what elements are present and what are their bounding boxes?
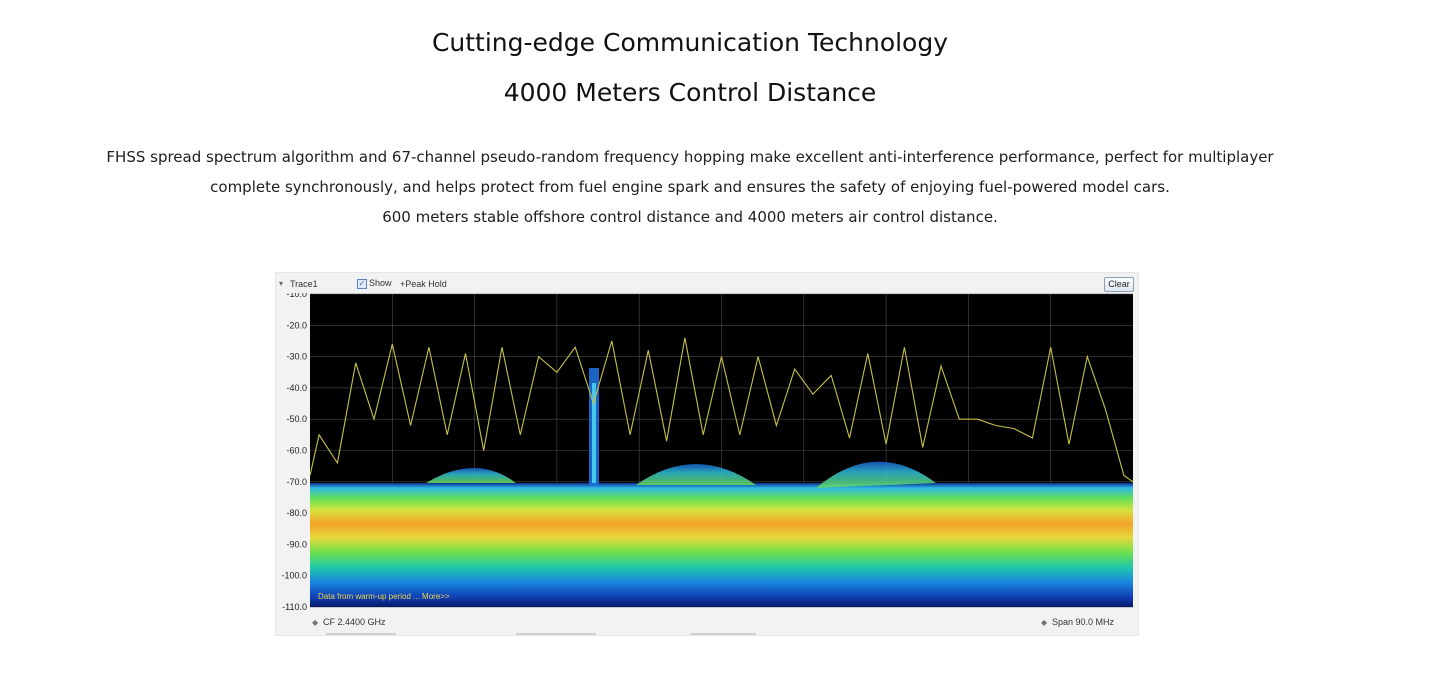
y-tick-label: -100.0 xyxy=(281,571,307,581)
collapse-caret-icon[interactable]: ▾ xyxy=(279,279,284,288)
y-tick-label: -110.0 xyxy=(282,602,307,612)
y-tick-label: -80.0 xyxy=(286,508,307,518)
scroll-handle[interactable] xyxy=(516,633,596,635)
y-tick-label: -90.0 xyxy=(286,539,307,549)
peak-hold-label[interactable]: +Peak Hold xyxy=(400,279,447,289)
y-tick-label: -30.0 xyxy=(286,352,307,362)
signal-bump-right xyxy=(816,461,936,488)
cf-marker-icon: ◆ xyxy=(312,618,319,627)
y-tick-label: -70.0 xyxy=(286,477,307,487)
waterfall-band xyxy=(310,483,1133,607)
scroll-handle[interactable] xyxy=(326,633,396,635)
signal-bump-left xyxy=(426,468,516,483)
description-line-1: FHSS spread spectrum algorithm and 67-ch… xyxy=(106,148,1274,166)
y-tick-label: -20.0 xyxy=(286,320,307,330)
description-line-3: 600 meters stable offshore control dista… xyxy=(382,208,998,226)
signal-spike-core xyxy=(592,383,596,483)
y-tick-label: -40.0 xyxy=(286,383,307,393)
description-line-2: complete synchronously, and helps protec… xyxy=(210,178,1170,196)
signal-bump-mid xyxy=(636,464,756,485)
spectrum-plot: -10.0 -20.0 -30.0 -40.0 -50.0 -60.0 -70.0 -80.0… xyxy=(281,293,1134,612)
y-tick-label: -50.0 xyxy=(286,414,307,424)
y-tick-label: -10.0 xyxy=(286,293,307,299)
span-label: Span 90.0 MHz xyxy=(1052,617,1115,627)
span-marker-icon: ◆ xyxy=(1041,618,1048,627)
show-checkbox[interactable]: ✓ xyxy=(357,279,367,289)
waterfall-density xyxy=(310,368,1133,607)
clear-button[interactable]: Clear xyxy=(1104,277,1134,292)
headline-title: Cutting-edge Communication Technology xyxy=(431,28,949,57)
spectrum-analyzer-screenshot: ▾ Trace1 ✓ Show +Peak Hold Clear xyxy=(275,272,1139,636)
center-frequency-label: CF 2.4400 GHz xyxy=(323,617,386,627)
scroll-handle[interactable] xyxy=(691,633,756,635)
warmup-notice[interactable]: Data from warm-up period ... More>> xyxy=(318,592,450,601)
y-tick-label: -60.0 xyxy=(286,446,307,456)
trace-label: Trace1 xyxy=(290,279,318,289)
peak-hold-trace xyxy=(309,337,1134,483)
show-label: Show xyxy=(369,278,392,288)
y-axis: -10.0 -20.0 -30.0 -40.0 -50.0 -60.0 -70.0 -80.0… xyxy=(281,293,307,612)
headline-subtitle: 4000 Meters Control Distance xyxy=(503,78,877,107)
